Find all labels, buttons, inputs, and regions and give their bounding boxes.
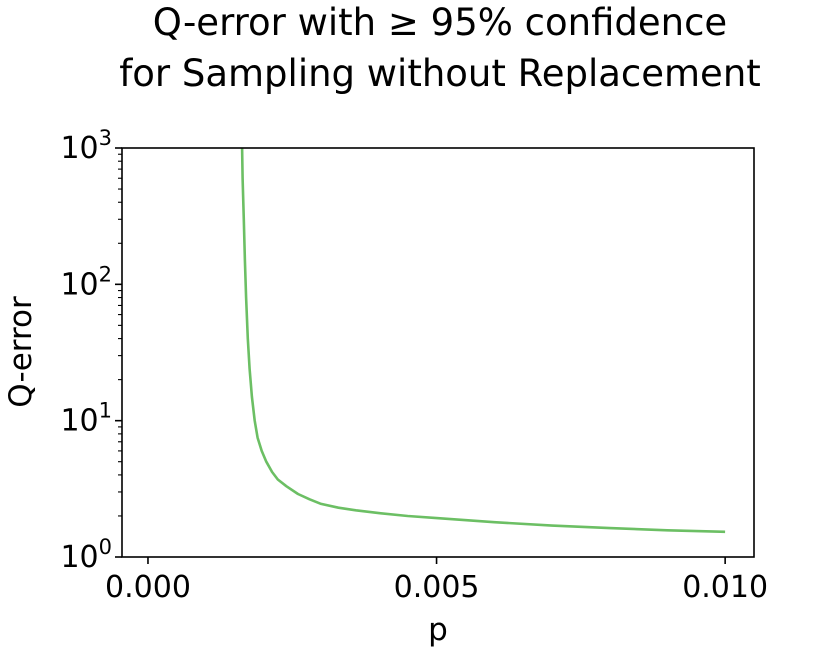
plot-frame [121,147,755,558]
y-tick-label-base-3: 10 [60,131,98,166]
y-tick-label-exp-1: 1 [99,399,112,423]
y-tick-label-base-0: 10 [60,540,98,575]
series-line-0 [240,147,726,534]
y-tick-label-exp-3: 3 [99,126,112,150]
y-tick-label-exp-2: 2 [99,262,112,286]
y-tick-label-base-1: 10 [60,404,98,439]
x-tick-label-1: 0.005 [394,570,480,605]
x-tick-label-0: 0.000 [105,570,191,605]
chart-title-line-2: for Sampling without Replacement [119,52,761,95]
y-axis-label: Q-error [3,296,39,408]
x-axis-label: p [428,612,448,648]
chart-title-line-1: Q-error with ≥ 95% confidence [153,1,727,44]
y-tick-label-base-2: 10 [60,267,98,302]
y-tick-label-2: 102 [60,262,112,302]
y-tick-label-3: 103 [60,126,112,166]
y-tick-label-exp-0: 0 [99,535,112,559]
x-tick-label-2: 0.010 [682,570,768,605]
y-tick-label-0: 100 [60,535,112,575]
y-tick-label-1: 101 [60,399,112,439]
